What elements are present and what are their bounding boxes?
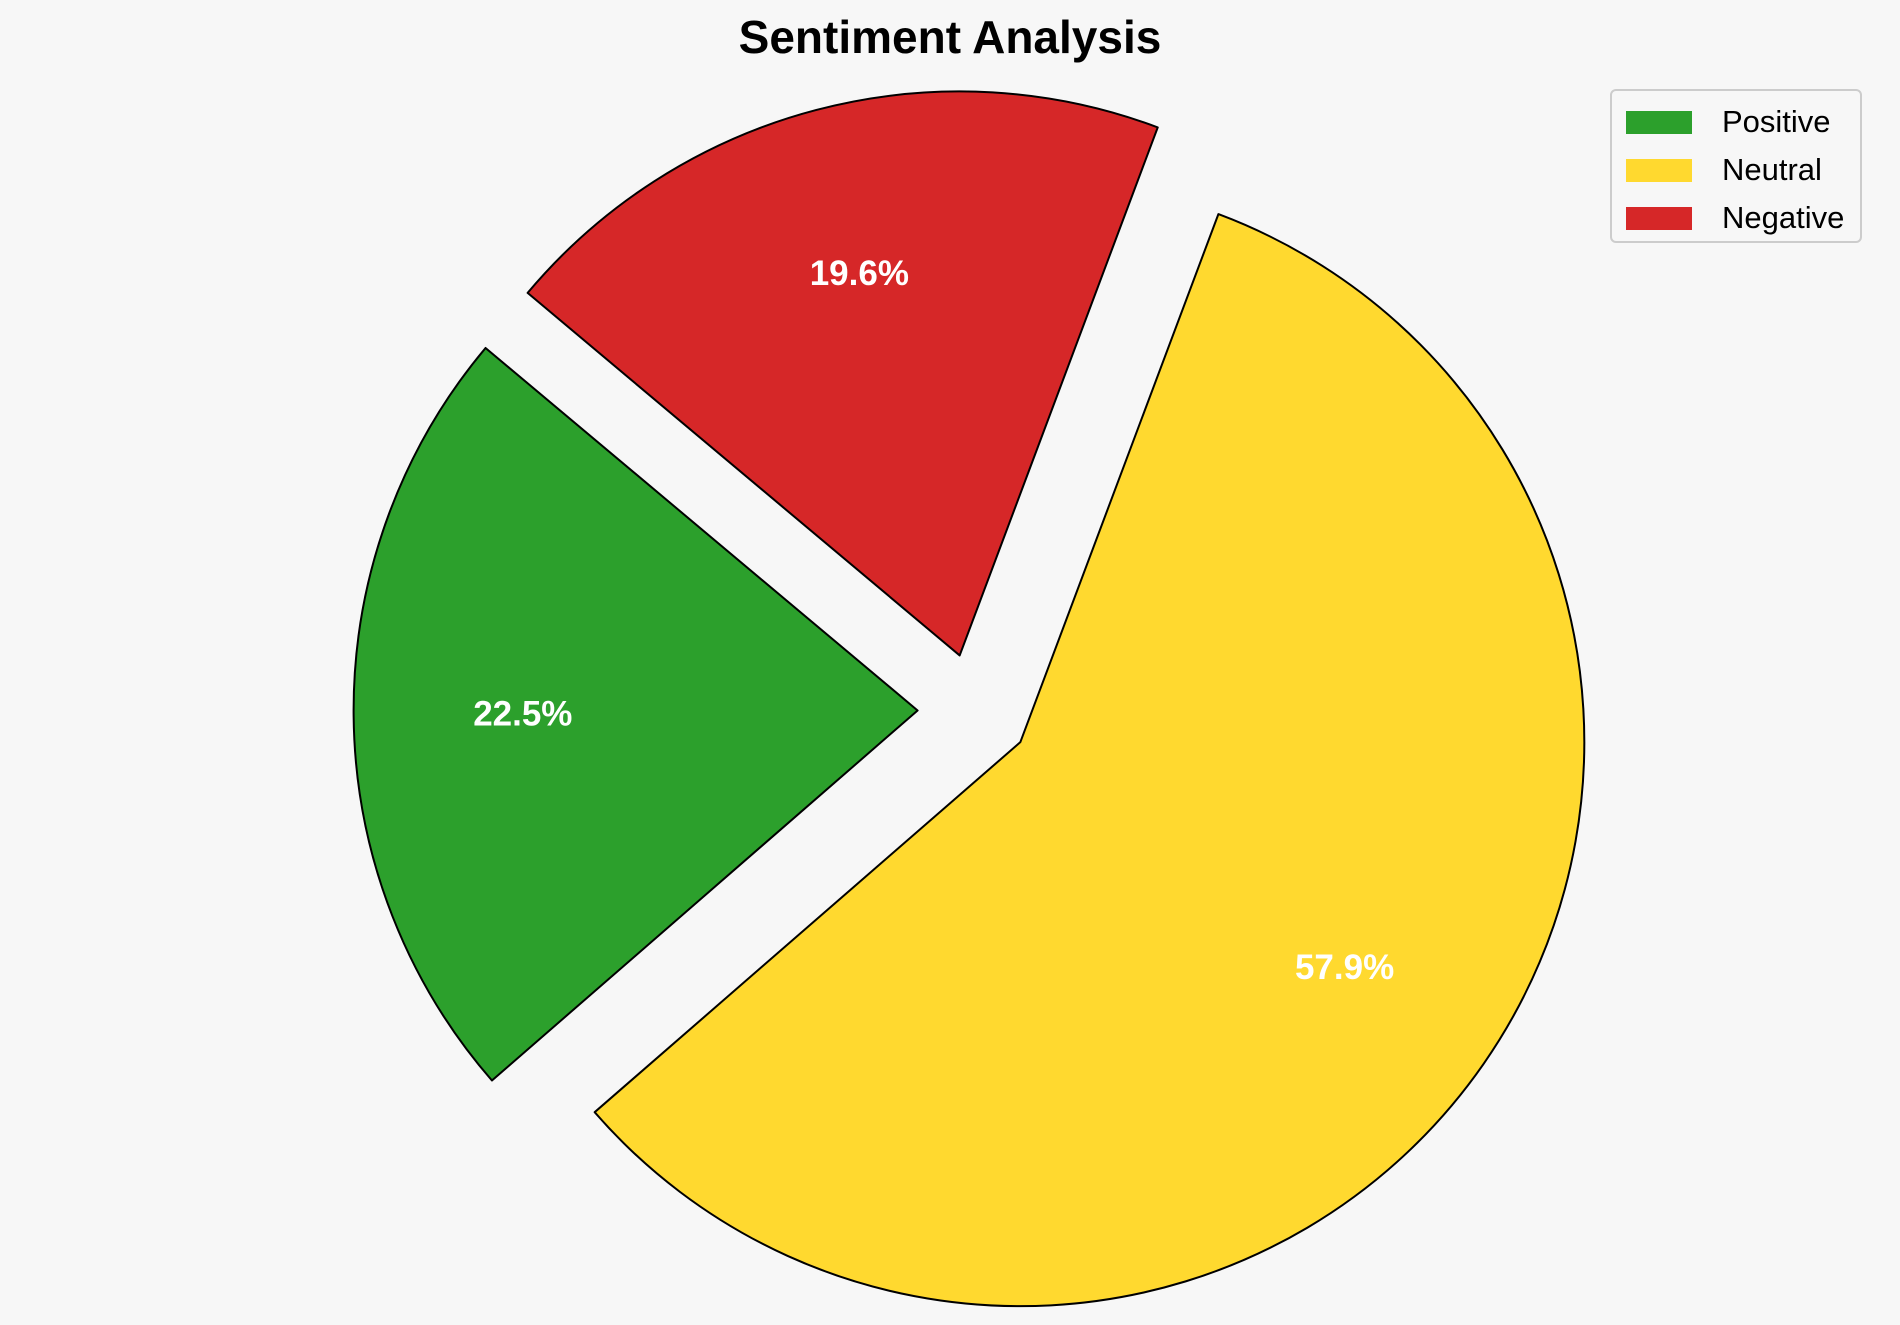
legend-item-neutral: Neutral bbox=[1626, 150, 1822, 190]
legend-item-negative: Negative bbox=[1626, 198, 1844, 238]
legend-label-negative: Negative bbox=[1722, 200, 1845, 235]
legend: Positive Neutral Negative bbox=[1610, 89, 1862, 243]
pie-slice-positive bbox=[352, 346, 919, 1082]
legend-item-positive: Positive bbox=[1626, 102, 1831, 142]
legend-label-neutral: Neutral bbox=[1722, 152, 1822, 187]
slice-label-negative: 19.6% bbox=[810, 254, 909, 293]
legend-label-positive: Positive bbox=[1722, 104, 1831, 139]
pie-slice-negative bbox=[526, 90, 1159, 657]
slice-label-positive: 22.5% bbox=[473, 694, 572, 733]
chart-title: Sentiment Analysis bbox=[738, 11, 1162, 63]
legend-swatch-neutral bbox=[1626, 158, 1692, 182]
legend-swatch-negative bbox=[1626, 206, 1692, 230]
legend-swatch-positive bbox=[1626, 110, 1692, 134]
pie-slice-neutral bbox=[593, 213, 1586, 1308]
slice-label-neutral: 57.9% bbox=[1295, 948, 1394, 987]
